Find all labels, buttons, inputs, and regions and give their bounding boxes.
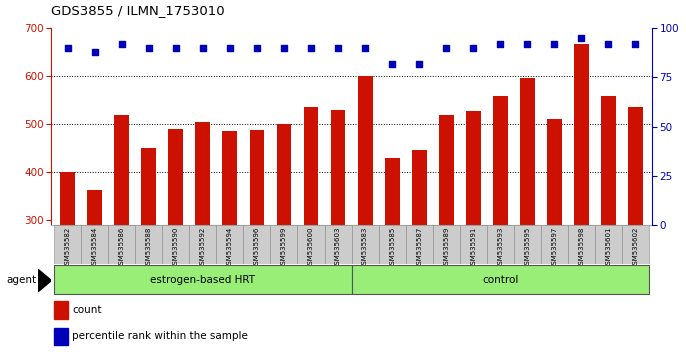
Text: GSM535586: GSM535586	[119, 226, 125, 269]
Text: agent: agent	[7, 275, 37, 285]
Bar	[622, 225, 649, 264]
Point	[116, 41, 127, 47]
Point	[549, 41, 560, 47]
Bar	[439, 115, 453, 225]
Point	[89, 49, 100, 55]
Bar	[115, 115, 129, 225]
Bar	[81, 225, 108, 264]
Bar	[331, 110, 346, 225]
Text: GSM535593: GSM535593	[497, 226, 504, 269]
Point	[333, 45, 344, 51]
Bar	[628, 107, 643, 225]
Bar	[568, 225, 595, 264]
Point	[279, 45, 289, 51]
Text: GSM535601: GSM535601	[606, 226, 611, 269]
Point	[62, 45, 73, 51]
Bar	[351, 266, 649, 294]
Bar	[87, 190, 102, 225]
Bar	[405, 225, 433, 264]
Bar	[168, 129, 183, 225]
Text: GSM535590: GSM535590	[173, 226, 179, 269]
Text: GSM535584: GSM535584	[92, 226, 97, 269]
Text: count: count	[73, 305, 102, 315]
Bar	[385, 158, 399, 225]
Point	[603, 41, 614, 47]
Text: GSM535583: GSM535583	[362, 226, 368, 269]
Bar	[324, 225, 351, 264]
Bar	[574, 44, 589, 225]
Bar	[412, 149, 427, 225]
Bar	[244, 225, 270, 264]
Bar	[222, 131, 237, 225]
Point	[387, 61, 398, 67]
Point	[630, 41, 641, 47]
Bar	[141, 148, 156, 225]
Bar	[466, 111, 481, 225]
Bar	[541, 225, 568, 264]
Bar	[196, 122, 211, 225]
Point	[170, 45, 181, 51]
Bar	[60, 172, 75, 225]
Bar	[270, 225, 298, 264]
Bar	[54, 225, 81, 264]
Bar	[487, 225, 514, 264]
Text: GSM535598: GSM535598	[578, 226, 584, 269]
Text: GSM535588: GSM535588	[146, 226, 152, 269]
Text: GSM535600: GSM535600	[308, 226, 314, 269]
Bar	[276, 124, 292, 225]
Bar	[135, 225, 163, 264]
Text: GSM535602: GSM535602	[632, 226, 639, 269]
Text: estrogen-based HRT: estrogen-based HRT	[150, 275, 255, 285]
Bar	[547, 119, 562, 225]
Text: GSM535589: GSM535589	[443, 226, 449, 269]
Point	[252, 45, 263, 51]
Text: GSM535594: GSM535594	[227, 226, 233, 269]
Bar	[433, 225, 460, 264]
Text: GSM535603: GSM535603	[335, 226, 341, 269]
Text: GSM535596: GSM535596	[254, 226, 260, 269]
Bar	[493, 96, 508, 225]
Bar	[216, 225, 244, 264]
Bar	[108, 225, 135, 264]
Point	[414, 61, 425, 67]
Bar	[595, 225, 622, 264]
Text: GSM535591: GSM535591	[470, 226, 476, 269]
Point	[143, 45, 154, 51]
Bar	[54, 328, 68, 345]
Bar	[379, 225, 405, 264]
Text: GSM535595: GSM535595	[524, 226, 530, 269]
Bar	[601, 96, 616, 225]
Text: GSM535592: GSM535592	[200, 226, 206, 269]
Text: control: control	[482, 275, 519, 285]
Bar	[54, 302, 68, 319]
Point	[224, 45, 235, 51]
Point	[305, 45, 316, 51]
Point	[359, 45, 370, 51]
Bar	[298, 225, 324, 264]
Bar	[520, 78, 535, 225]
Point	[576, 35, 587, 41]
Bar	[357, 76, 372, 225]
Text: GDS3855 / ILMN_1753010: GDS3855 / ILMN_1753010	[51, 4, 225, 17]
Point	[495, 41, 506, 47]
Text: GSM535599: GSM535599	[281, 226, 287, 269]
Polygon shape	[38, 269, 51, 292]
Text: GSM535582: GSM535582	[64, 226, 71, 269]
Bar	[304, 107, 318, 225]
Bar	[54, 266, 351, 294]
Text: GSM535587: GSM535587	[416, 226, 422, 269]
Text: GSM535597: GSM535597	[552, 226, 557, 269]
Text: GSM535585: GSM535585	[389, 226, 395, 269]
Bar	[460, 225, 487, 264]
Bar	[189, 225, 216, 264]
Bar	[250, 130, 264, 225]
Point	[522, 41, 533, 47]
Bar	[163, 225, 189, 264]
Point	[198, 45, 209, 51]
Bar	[514, 225, 541, 264]
Point	[468, 45, 479, 51]
Point	[440, 45, 451, 51]
Text: percentile rank within the sample: percentile rank within the sample	[73, 331, 248, 342]
Bar	[351, 225, 379, 264]
